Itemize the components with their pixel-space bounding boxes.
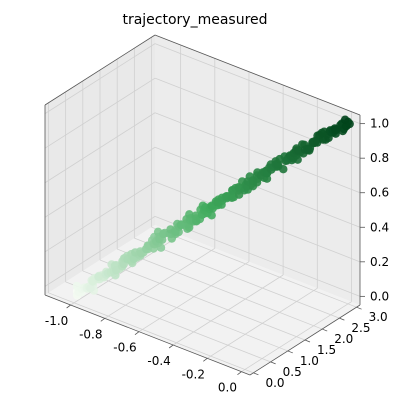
y-tick-mark — [270, 361, 276, 365]
pane-edge-line — [44, 34, 156, 106]
x-tick-label: -0.2 — [182, 367, 205, 381]
data-point — [86, 284, 95, 293]
y-tick-mark — [339, 317, 345, 321]
x-tick-mark — [237, 371, 242, 375]
tick-labels: -1.0-0.8-0.6-0.4-0.20.0 0.00.51.01.52.02.… — [45, 117, 389, 395]
grid-line-y — [65, 281, 271, 363]
grid-line-y — [134, 237, 340, 319]
grid-line-y — [99, 259, 306, 341]
x-tick-mark — [168, 344, 174, 349]
grid-line-z — [44, 181, 156, 253]
x-axis-line — [44, 294, 251, 376]
grid-line-z — [154, 43, 361, 125]
grid-line-z — [44, 43, 156, 114]
y-tick-mark — [304, 339, 311, 343]
z-tick-label: 0.8 — [370, 151, 389, 165]
grid-line-y — [82, 270, 288, 352]
grid-line-y — [48, 292, 254, 374]
y-tick-label: 0.5 — [283, 365, 302, 379]
grid-line-z — [44, 77, 156, 149]
x-tick-mark — [134, 331, 140, 335]
data-point — [176, 220, 186, 230]
data-point — [279, 165, 288, 174]
grid-line-z — [154, 112, 361, 194]
axis-lines — [44, 34, 361, 376]
data-point — [185, 223, 194, 232]
data-point — [159, 229, 168, 239]
y-tick-mark — [287, 350, 293, 354]
y-tick-label: 2.0 — [334, 332, 353, 346]
z-tick-label: 0.4 — [370, 220, 389, 234]
y-tick-label: 1.0 — [300, 354, 319, 368]
y-tick-mark — [322, 328, 328, 332]
x-tick-label: -0.8 — [79, 327, 102, 341]
y-tick-mark — [356, 306, 362, 310]
z-tick-label: 1.0 — [370, 117, 389, 131]
grid-line-z — [154, 77, 361, 159]
x-tick-label: -0.6 — [113, 341, 136, 355]
grid-line-y — [117, 248, 323, 330]
y-tick-label: 3.0 — [369, 310, 388, 324]
scatter-points — [72, 115, 354, 300]
data-point — [252, 178, 262, 187]
grid-line-z — [154, 181, 361, 263]
grid-line-z — [44, 146, 156, 218]
y-tick-label: 2.5 — [351, 321, 370, 335]
x-tick-mark — [66, 304, 71, 309]
data-point — [94, 272, 103, 281]
data-point — [207, 211, 216, 220]
y-tick-label: 0.0 — [265, 376, 284, 390]
z-tick-label: 0.2 — [370, 255, 389, 269]
x-tick-mark — [100, 318, 106, 322]
grid-line-z — [44, 216, 156, 287]
chart-title: trajectory_measured — [122, 12, 267, 28]
pane-edge-line — [154, 34, 361, 116]
data-point — [294, 146, 303, 155]
x-tick-label: -1.0 — [45, 314, 68, 328]
y-tick-label: 1.5 — [317, 343, 336, 357]
z-tick-label: 0.0 — [370, 289, 389, 303]
data-point — [317, 128, 326, 138]
x-tick-label: 0.0 — [218, 381, 237, 395]
x-tick-mark — [203, 358, 208, 362]
y-tick-mark — [253, 372, 259, 376]
z-tick-label: 0.6 — [370, 186, 389, 200]
x-tick-label: -0.4 — [147, 354, 170, 368]
grid-line-z — [44, 112, 156, 184]
data-point — [340, 115, 350, 124]
data-point — [185, 210, 194, 219]
data-point — [112, 266, 121, 275]
grid-line-z — [154, 146, 361, 228]
grid-line-y — [151, 226, 357, 308]
